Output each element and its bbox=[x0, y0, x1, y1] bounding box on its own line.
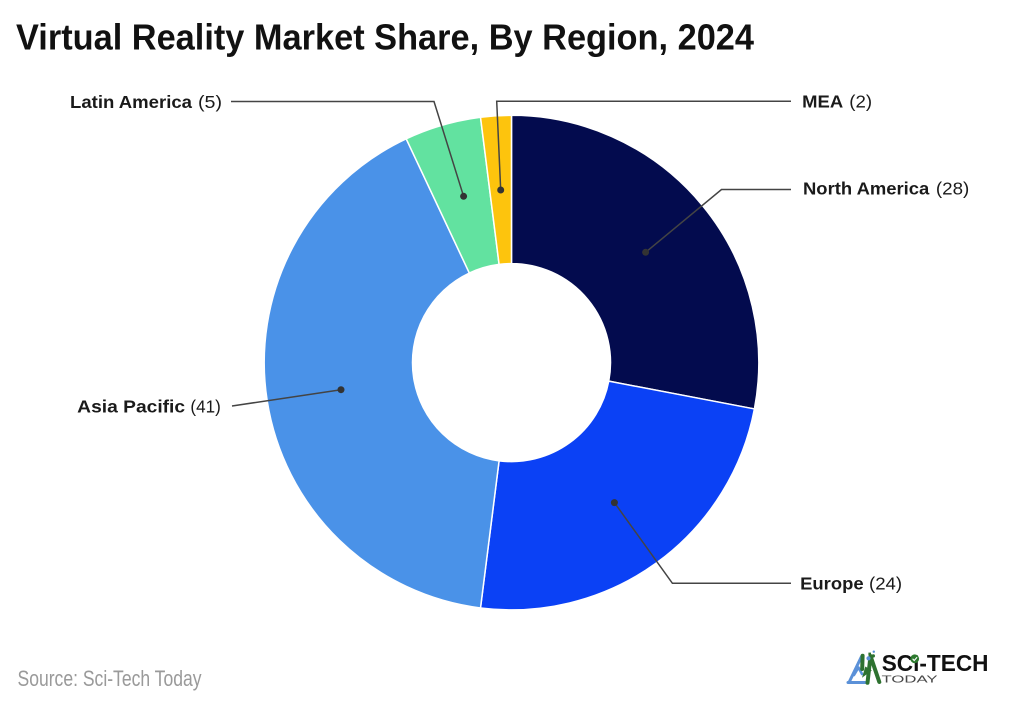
svg-text:(2): (2) bbox=[849, 92, 872, 112]
svg-text:MEA: MEA bbox=[802, 92, 843, 112]
svg-text:Source: Sci-Tech Today: Source: Sci-Tech Today bbox=[18, 666, 202, 691]
svg-text:North America: North America bbox=[803, 179, 930, 199]
svg-text:Latin America: Latin America bbox=[70, 92, 192, 112]
svg-text:(41): (41) bbox=[190, 396, 220, 416]
svg-text:(24): (24) bbox=[869, 574, 902, 594]
svg-text:TODAY: TODAY bbox=[882, 674, 939, 685]
svg-text:Europe: Europe bbox=[800, 574, 864, 594]
svg-text:SCi-TECH: SCi-TECH bbox=[882, 650, 989, 676]
svg-text:(28): (28) bbox=[936, 179, 969, 199]
svg-text:Asia Pacific: Asia Pacific bbox=[77, 396, 185, 416]
svg-text:(5): (5) bbox=[198, 92, 222, 112]
svg-text:Virtual Reality Market Share,: Virtual Reality Market Share, By Region,… bbox=[16, 17, 755, 58]
